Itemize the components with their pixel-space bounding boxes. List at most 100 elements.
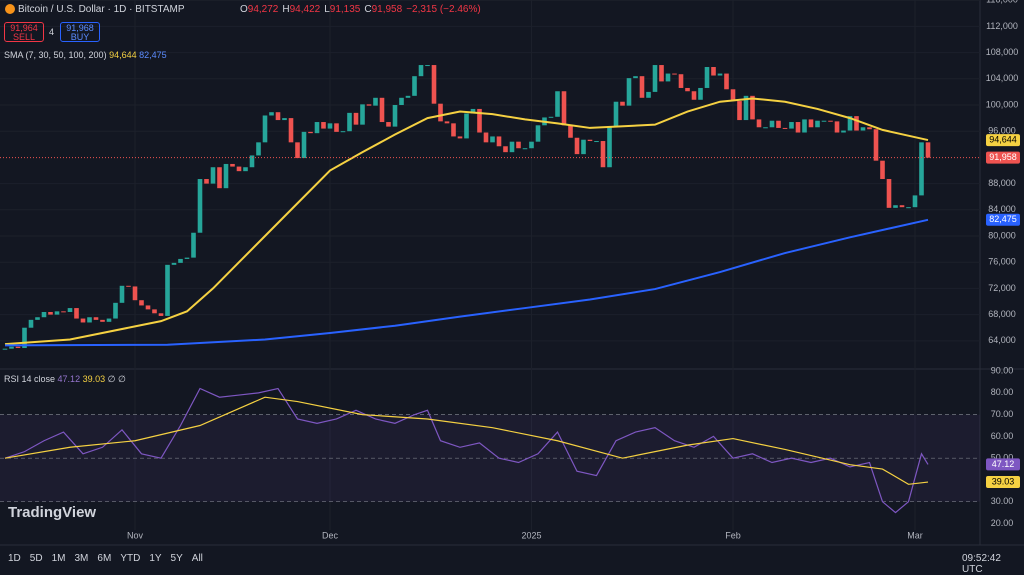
- price-badge: [986, 213, 1020, 226]
- value-badge-label: 39.03: [992, 476, 1015, 486]
- candle: [301, 131, 307, 159]
- candle: [22, 327, 27, 349]
- range-button[interactable]: 5Y: [170, 553, 183, 564]
- candle: [366, 104, 372, 106]
- price-badge-label: 94,644: [989, 134, 1017, 144]
- buy-button[interactable]: 91,968 BUY: [60, 22, 100, 42]
- candle: [607, 127, 612, 168]
- sell-button[interactable]: 91,964 SELL: [4, 22, 44, 42]
- range-bar: 1D 5D 1M 3M 6M YTD 1Y 5Y All: [8, 553, 212, 564]
- candle: [743, 95, 749, 121]
- candle: [353, 112, 359, 125]
- candle: [639, 76, 645, 98]
- sell-price: 91,964: [10, 23, 38, 33]
- line-series: [4, 387, 929, 514]
- candle: [867, 127, 872, 130]
- x-tick-label: Mar: [907, 530, 923, 540]
- candle: [282, 118, 287, 121]
- candle: [834, 121, 840, 133]
- candle: [184, 257, 190, 259]
- sma-title: SMA (7, 30, 50, 100, 200): [4, 50, 107, 60]
- candle: [379, 97, 385, 123]
- candle: [704, 67, 710, 88]
- candle: [841, 130, 846, 133]
- candle: [28, 319, 34, 328]
- range-button[interactable]: YTD: [120, 553, 141, 564]
- candle: [87, 317, 92, 323]
- candle: [126, 285, 131, 287]
- candle: [594, 141, 599, 143]
- candle: [815, 120, 820, 128]
- candle: [620, 101, 625, 106]
- candle: [457, 136, 463, 139]
- candle: [730, 89, 736, 102]
- candle: [665, 73, 671, 82]
- candle: [61, 311, 66, 313]
- candle: [678, 74, 684, 88]
- brand: TradingView: [8, 504, 97, 521]
- candle: [529, 141, 534, 149]
- range-button[interactable]: 5D: [29, 553, 43, 564]
- candle: [756, 119, 762, 128]
- range-button[interactable]: 1M: [51, 553, 66, 564]
- rsi-legend: RSI 14 close 47.12 39.03 ∅ ∅: [4, 374, 126, 385]
- candle: [691, 91, 697, 100]
- candle: [392, 105, 398, 127]
- candle: [35, 317, 40, 320]
- candle: [262, 115, 268, 143]
- value-badge-label: 47.12: [992, 459, 1015, 469]
- candle: [750, 95, 755, 120]
- change: −2,315 (−2.46%): [406, 4, 481, 15]
- candle: [399, 97, 404, 106]
- candle: [821, 120, 827, 122]
- y-tick-label: 90.00: [991, 365, 1014, 375]
- range-button[interactable]: 6M: [97, 553, 112, 564]
- candle: [880, 160, 885, 180]
- candle: [327, 123, 333, 129]
- candle: [334, 123, 339, 132]
- y-tick-label: 80,000: [988, 230, 1016, 240]
- range-button[interactable]: 3M: [74, 553, 89, 564]
- y-tick-label: 104,000: [986, 73, 1019, 83]
- rsi-value: 39.03: [82, 374, 106, 384]
- candle: [899, 205, 905, 208]
- candle: [288, 118, 294, 143]
- candle: [633, 76, 638, 79]
- range-button[interactable]: All: [191, 553, 203, 564]
- candle: [522, 148, 528, 150]
- candle: [847, 116, 853, 131]
- price-badge: [986, 151, 1020, 164]
- candle: [9, 346, 14, 349]
- candle: [574, 137, 580, 155]
- ohlc-key: L: [324, 4, 330, 15]
- candle: [80, 318, 86, 323]
- candle: [717, 73, 723, 76]
- line-series: [4, 218, 929, 347]
- candle: [789, 122, 794, 129]
- value-badge: [986, 458, 1020, 471]
- buy-price: 91,968: [66, 23, 94, 33]
- sma-value: 82,475: [139, 50, 167, 60]
- y-tick-label: 70.00: [991, 409, 1014, 419]
- y-tick-label: 108,000: [986, 47, 1019, 57]
- range-button[interactable]: 1Y: [149, 553, 162, 564]
- candle: [769, 120, 775, 128]
- candle: [145, 305, 151, 310]
- candle: [197, 179, 203, 233]
- candle: [919, 142, 924, 196]
- candle: [581, 139, 586, 155]
- candle: [223, 163, 229, 189]
- candle: [178, 258, 183, 263]
- candle: [672, 73, 677, 75]
- sma-legend: SMA (7, 30, 50, 100, 200) 94,644 82,475: [4, 50, 167, 60]
- range-button[interactable]: 1D: [8, 553, 21, 564]
- candle: [737, 101, 742, 121]
- candle: [652, 65, 658, 92]
- candle: [256, 142, 261, 156]
- candle: [119, 285, 125, 303]
- candle: [405, 95, 411, 98]
- value-badge: [986, 476, 1020, 489]
- rsi-extra: ∅ ∅: [107, 374, 126, 384]
- candle: [217, 167, 222, 189]
- y-tick-label: 112,000: [986, 21, 1018, 31]
